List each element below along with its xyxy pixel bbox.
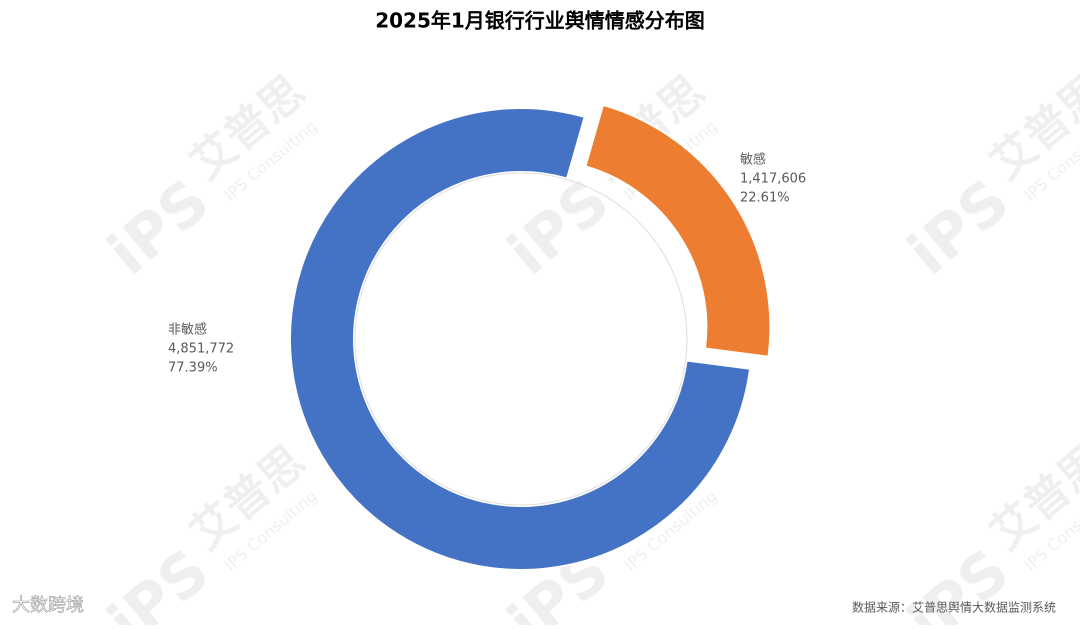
value-label: 1,417,606 bbox=[740, 172, 806, 187]
percent-label: 22.61% bbox=[740, 191, 790, 206]
category-label: 敏感 bbox=[740, 152, 766, 168]
corner-logo: 大数跨境 bbox=[12, 595, 84, 616]
category-label: 非敏感 bbox=[168, 322, 207, 338]
percent-label: 77.39% bbox=[168, 361, 218, 376]
donut: 敏感 1,417,606 22.61% 非敏感 4,851,772 77.39% bbox=[168, 103, 806, 571]
value-label: 4,851,772 bbox=[168, 342, 234, 357]
inner-ring bbox=[354, 172, 688, 506]
donut-slice bbox=[584, 103, 772, 358]
donut-slice bbox=[289, 107, 752, 571]
source: 数据来源：艾普思舆情大数据监测系统 bbox=[852, 600, 1056, 615]
chart-title: 2025年1月银行行业舆情情感分布图 bbox=[375, 9, 705, 33]
